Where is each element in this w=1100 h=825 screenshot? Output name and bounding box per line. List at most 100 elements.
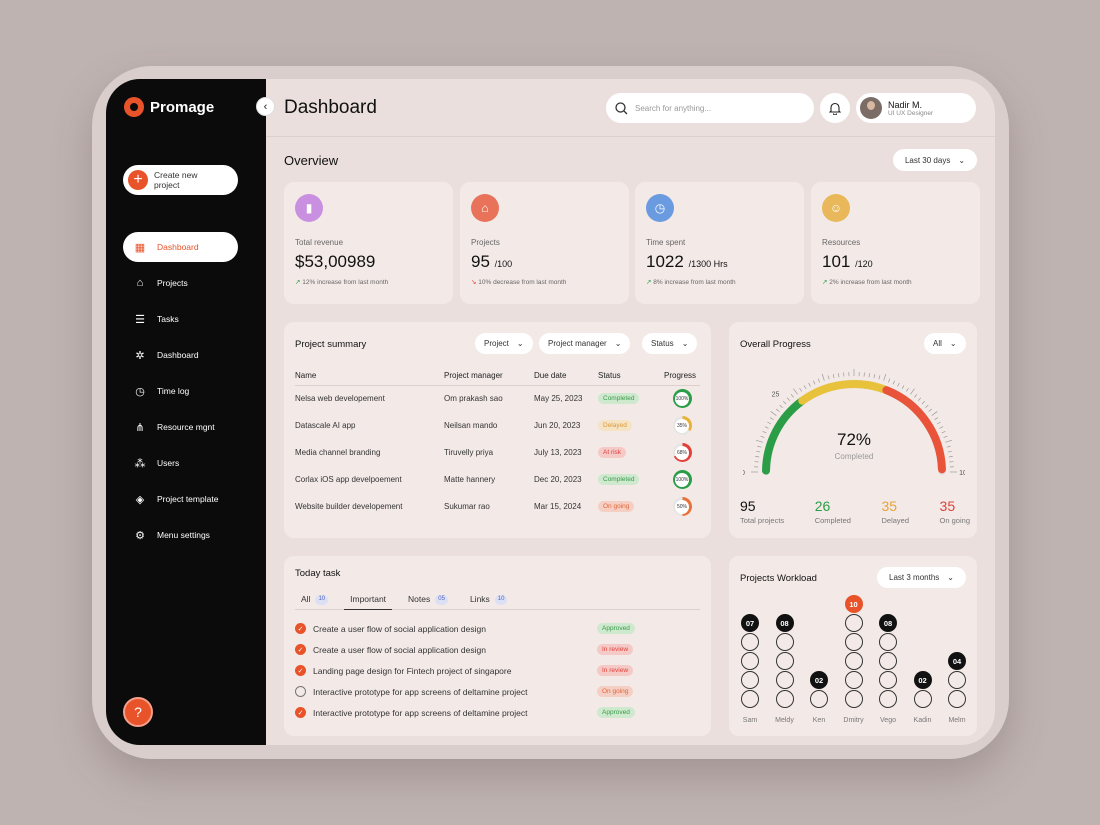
search-input[interactable]: Search for anything...: [606, 93, 814, 123]
task-item[interactable]: ✓ Create a user flow of social applicatio…: [295, 639, 700, 660]
gauge-tick: [808, 382, 811, 387]
chevron-down-icon: ⌄: [947, 573, 954, 582]
sidebar-item-6[interactable]: ⁂ Users: [123, 448, 253, 478]
collapse-sidebar-button[interactable]: ‹: [256, 97, 275, 116]
chevron-down-icon: ⌄: [681, 339, 689, 348]
sidebar-item-5[interactable]: ⋔ Resource mgnt: [123, 412, 253, 442]
table-row[interactable]: Media channel branding Tiruvelly priya Jul…: [295, 439, 700, 466]
progress-stat-label: Completed: [814, 516, 851, 525]
trend-down-icon: ↘: [471, 279, 479, 286]
task-text: Create a user flow of social application…: [313, 623, 486, 634]
progress-filter-select[interactable]: All ⌄: [924, 333, 966, 354]
task-tab-2[interactable]: Notes 05: [402, 589, 454, 610]
sidebar-item-label: Tasks: [157, 314, 179, 324]
gauge-tick: [941, 431, 946, 434]
workload-bubble: [879, 633, 897, 651]
workload-range-select[interactable]: Last 3 months ⌄: [877, 567, 966, 588]
progress-stat: 95 Total projects: [740, 498, 784, 525]
gauge-tick: [943, 435, 948, 438]
gauge-tick: [873, 374, 876, 379]
help-button[interactable]: ?: [123, 697, 153, 727]
progress-ring: 100%: [672, 470, 692, 489]
briefcase-icon: ⌂: [471, 194, 499, 222]
task-status-badge: In review: [597, 644, 634, 655]
create-project-button[interactable]: + Create new project: [123, 165, 238, 195]
filter-0[interactable]: Project ⌄: [475, 333, 533, 354]
task-status-badge: Approved: [597, 623, 635, 634]
status-badge: On going: [598, 501, 635, 512]
gauge-tick: [762, 431, 767, 434]
workload-column: 08: [878, 614, 898, 708]
filter-1[interactable]: Project manager ⌄: [539, 333, 631, 354]
task-tab-label: Important: [350, 594, 387, 604]
task-tab-0[interactable]: All 10: [295, 589, 334, 610]
progress-ring: 68%: [672, 443, 692, 462]
workload-column: 07: [740, 614, 760, 708]
gauge-tick: [883, 373, 887, 381]
task-tab-3[interactable]: Links 10: [464, 589, 514, 610]
workload-name: Kadin: [913, 717, 932, 724]
cell-status: Completed: [598, 385, 664, 412]
workload-count: 08: [879, 614, 897, 632]
sidebar-item-8[interactable]: ⚙ Menu settings: [123, 520, 253, 550]
checkbox-checked-icon[interactable]: ✓: [295, 707, 306, 718]
overview-title: Overview: [284, 153, 339, 168]
stat-label: Projects: [471, 238, 500, 247]
stat-suffix: /120: [855, 259, 873, 269]
sidebar-item-7[interactable]: ◈ Project template: [123, 484, 253, 514]
filter-2[interactable]: Status ⌄: [642, 333, 698, 354]
gauge-tick: [921, 401, 925, 405]
sidebar-item-3[interactable]: ✲ Dashboard: [123, 340, 253, 370]
table-row[interactable]: Nelsa web developement Om prakash sao May …: [295, 385, 700, 412]
page-title: Dashboard: [284, 97, 377, 118]
app-name: Promage: [150, 98, 215, 116]
task-item[interactable]: ✓ Interactive prototype for app screens o…: [295, 702, 700, 723]
cell-name: Website builder developement: [295, 502, 403, 511]
sidebar-item-2[interactable]: ☰ Tasks: [123, 304, 253, 334]
task-tab-1[interactable]: Important: [344, 589, 393, 610]
progress-ring-label: 68%: [676, 449, 687, 456]
gauge-tick: [901, 385, 905, 390]
user-role: UI UX Designer: [888, 109, 934, 117]
checkbox-checked-icon[interactable]: ✓: [295, 644, 306, 655]
notifications-button[interactable]: [820, 93, 850, 123]
gauge-tick: [821, 373, 825, 381]
task-item[interactable]: Interactive prototype for app screens of…: [295, 681, 700, 702]
gauge-tick: [910, 388, 915, 395]
search-icon: [615, 101, 628, 114]
column-header: Progress: [664, 366, 700, 386]
sidebar-item-4[interactable]: ◷ Time log: [123, 376, 253, 406]
table-row[interactable]: Website builder developement Sukumar rao M…: [295, 493, 700, 520]
create-project-label: Create new project: [154, 170, 198, 190]
progress-stat-value: 95: [740, 498, 756, 514]
task-item[interactable]: ✓ Landing page design for Fintech project…: [295, 660, 700, 681]
checkbox-checked-icon[interactable]: ✓: [295, 665, 306, 676]
task-tab-count: 10: [494, 595, 508, 605]
stat-note: ↘ 10% decrease from last month: [471, 278, 566, 286]
clock-icon: ◷: [646, 194, 674, 222]
workload-bubble: [775, 633, 794, 651]
overview-range-select[interactable]: Last 30 days ⌄: [893, 149, 977, 171]
checkbox-empty-icon[interactable]: [295, 686, 306, 697]
workload-bubble: [844, 633, 863, 651]
progress-ring-label: 50%: [676, 503, 687, 510]
table-row[interactable]: Datascale AI app Neilsan mando Jun 20, 202…: [295, 412, 700, 439]
user-menu[interactable]: Nadir M. UI UX Designer: [856, 93, 976, 123]
stat-note: ↗ 2% increase from last month: [822, 278, 912, 286]
column-header: Due date: [534, 366, 598, 386]
task-item[interactable]: ✓ Create a user flow of social applicatio…: [295, 618, 700, 639]
sidebar-item-label: Time log: [157, 386, 190, 396]
avatar: [860, 97, 882, 119]
gauge-tick: [934, 417, 939, 421]
app-logo[interactable]: Promage: [124, 97, 214, 117]
stat-note-text: 10% decrease from last month: [478, 279, 567, 286]
workload-name: Meldy: [775, 717, 794, 724]
sidebar-item-1[interactable]: ⌂ Projects: [123, 268, 253, 298]
sidebar-item-label: Users: [157, 458, 180, 468]
gauge-tick: [813, 380, 816, 385]
gauge-segment-green: [762, 396, 807, 475]
sidebar-item-0[interactable]: ▦ Dashboard: [123, 232, 238, 262]
checkbox-checked-icon[interactable]: ✓: [295, 623, 306, 634]
table-row[interactable]: Corlax iOS app develpoement Matte hannery…: [295, 466, 700, 493]
chevron-down-icon: ⌄: [614, 339, 622, 348]
